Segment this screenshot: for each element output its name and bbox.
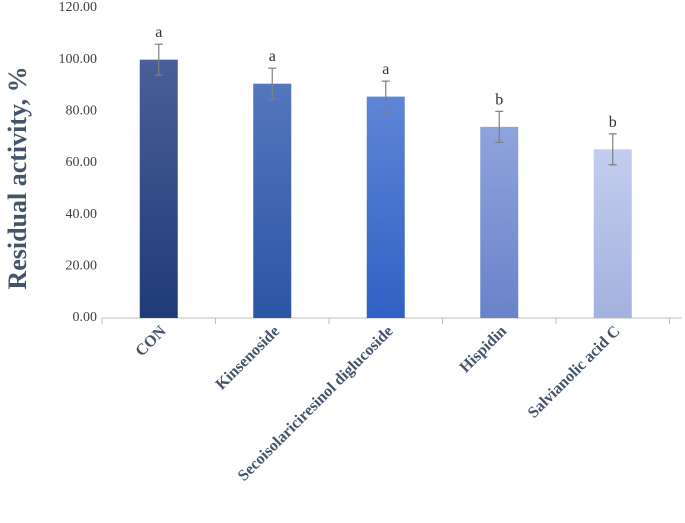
x-tick-label: Salvianolic acid C bbox=[525, 323, 624, 422]
significance-letter: a bbox=[155, 24, 162, 41]
error-bar bbox=[495, 110, 504, 143]
x-tick-label: CON bbox=[132, 322, 169, 359]
error-bar bbox=[608, 133, 617, 166]
y-axis-label: Residual activity, % bbox=[3, 66, 32, 289]
significance-letter: a bbox=[382, 61, 389, 78]
x-tick-label: Hispidin bbox=[457, 323, 511, 377]
bar-hispidin bbox=[480, 126, 519, 318]
significance-letter: b bbox=[495, 91, 503, 108]
significance-letter: b bbox=[609, 114, 617, 131]
y-tick-label: 0.00 bbox=[73, 310, 98, 325]
bar-salvianolic-acid-c bbox=[593, 149, 632, 318]
y-tick-label: 60.00 bbox=[66, 155, 98, 170]
y-tick-label: 40.00 bbox=[66, 207, 98, 222]
bar-con bbox=[139, 59, 178, 319]
error-bar bbox=[268, 67, 277, 100]
y-tick-label: 100.00 bbox=[59, 52, 98, 67]
bar-secoisolariciresinol-diglucoside bbox=[366, 96, 405, 318]
y-tick-label: 80.00 bbox=[66, 104, 98, 119]
x-tick-label: Kinsenoside bbox=[213, 323, 283, 393]
y-tick-label: 120.00 bbox=[59, 0, 98, 15]
y-tick-label: 20.00 bbox=[66, 259, 98, 274]
error-bar bbox=[381, 80, 390, 113]
significance-letter: a bbox=[269, 48, 276, 65]
error-bar bbox=[154, 43, 163, 76]
bar-kinsenoside bbox=[253, 83, 292, 318]
